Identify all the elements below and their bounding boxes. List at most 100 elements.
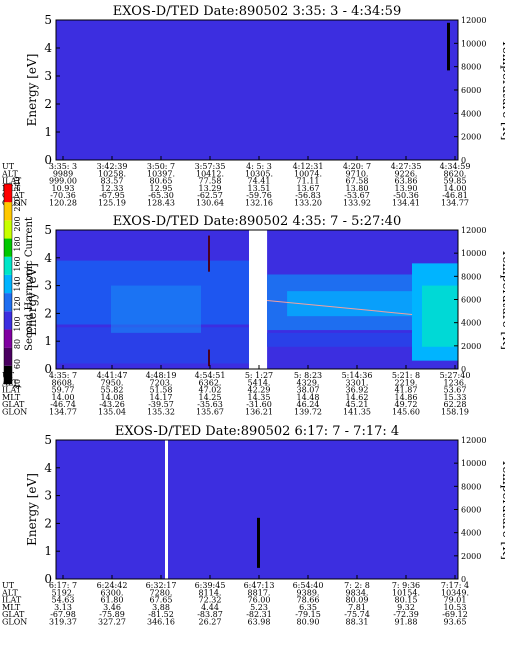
row-label: GLON — [2, 199, 27, 208]
table-cell: 74.41 — [248, 177, 271, 186]
table-cell: -67.98 — [50, 610, 76, 619]
row-label: ALT — [1, 588, 18, 597]
table-cell: 80.09 — [346, 596, 369, 605]
table-cell: -81.52 — [148, 610, 174, 619]
table-cell: 4:20: 7 — [343, 162, 371, 171]
table-cell: 13.67 — [297, 184, 320, 193]
table-cell: -50.36 — [393, 191, 419, 200]
y-tick-label: 0 — [44, 362, 52, 376]
table-cell: 134.41 — [392, 199, 420, 208]
table-cell: 141.35 — [343, 408, 371, 417]
table-cell: 14.35 — [248, 393, 271, 402]
bright-band — [422, 285, 458, 347]
table-cell: 12.33 — [101, 184, 124, 193]
colorbar-label: Second Harmonic Current — [24, 217, 35, 351]
colorbar-tick-label: 180 — [13, 236, 22, 251]
y2-axis-label: Temperature [K] — [500, 40, 505, 141]
colorbar-tick-label: 240 — [13, 176, 22, 191]
colorbar-segment — [4, 274, 12, 294]
table-cell: 78.66 — [297, 596, 320, 605]
y-tick-label: 1 — [44, 125, 52, 139]
table-cell: -31.60 — [246, 400, 272, 409]
table-cell: 4:54:51 — [195, 371, 226, 380]
colorbar-segment — [4, 329, 12, 348]
colorbar-segment — [4, 365, 12, 384]
row-label: MLT — [2, 393, 21, 402]
table-cell: 3:50: 7 — [147, 162, 175, 171]
table-cell: 4:35: 7 — [49, 371, 77, 380]
table-cell: 6:39:45 — [195, 581, 226, 590]
table-cell: 3:42:39 — [97, 162, 128, 171]
y-tick-label: 2 — [44, 97, 52, 111]
table-cell: 7203. — [150, 378, 173, 387]
table-cell: 8817. — [248, 588, 271, 597]
table-cell: 5.23 — [250, 603, 268, 612]
dark-streak — [208, 349, 210, 367]
table-cell: 346.16 — [147, 618, 175, 627]
orbit-table: UT 3:35: 3 3:42:39 3:50: 7 3:57:35 4: 5: 3 4:1… — [1, 162, 470, 208]
table-cell: 4:12:31 — [293, 162, 324, 171]
y-tick-label: 0 — [44, 572, 52, 586]
table-cell: -43.26 — [99, 400, 125, 409]
table-cell: 6:17: 7 — [49, 581, 77, 590]
y2-axis-label: Temperature [K] — [500, 459, 505, 560]
table-cell: 6:24:42 — [97, 581, 128, 590]
colorbar-tick-label: 60 — [13, 359, 22, 369]
table-cell: 80.15 — [395, 596, 418, 605]
table-cell: 14.17 — [150, 393, 173, 402]
row-label: GLAT — [2, 400, 25, 409]
table-cell: 14.48 — [297, 393, 320, 402]
table-cell: 36.92 — [346, 386, 369, 395]
colorbar-segment — [4, 256, 12, 275]
table-cell: 2219. — [395, 378, 418, 387]
table-cell: 10349. — [441, 588, 469, 597]
plot-background — [56, 20, 458, 160]
table-cell: 5192. — [52, 588, 75, 597]
table-cell: -46.74 — [50, 400, 76, 409]
row-label: ILAT — [2, 177, 22, 186]
table-cell: 54.63 — [52, 596, 75, 605]
table-cell: 4:27:35 — [391, 162, 422, 171]
colorbar-frame — [3, 183, 13, 385]
chart-title: EXOS-D/TED Date:890502 6:17: 7 - 7:17: 4 — [115, 424, 399, 439]
colorbar-tick-label: 120 — [13, 296, 22, 311]
table-cell: 7.81 — [348, 603, 366, 612]
colorbar-tick-label: 220 — [13, 196, 22, 211]
colorbar-tick-label: 100 — [13, 316, 22, 331]
table-cell: 319.37 — [49, 618, 77, 627]
table-cell: 130.64 — [196, 199, 224, 208]
dark-streak — [208, 235, 210, 272]
orbit-table: UT 6:17: 7 6:24:42 6:32:17 6:39:45 6:47:13 6:5… — [1, 581, 469, 627]
y2-tick-label: 2000 — [461, 552, 481, 561]
table-cell: 14.62 — [346, 393, 369, 402]
row-label: UT — [2, 581, 15, 590]
colorbar-segment — [4, 347, 12, 366]
orbit-table: UT4:35: 74:41:474:48:194:54:515: 1:275: … — [1, 371, 470, 417]
table-cell: 3.46 — [103, 603, 121, 612]
y2-tick-label: 4000 — [461, 109, 481, 118]
table-cell: 6:47:13 — [244, 581, 275, 590]
table-cell: 128.43 — [147, 199, 175, 208]
table-cell: 14.25 — [199, 393, 222, 402]
table-cell: 6:54:40 — [293, 581, 324, 590]
table-cell: 14.00 — [444, 184, 467, 193]
table-cell: 9.32 — [397, 603, 415, 612]
table-cell: 139.72 — [294, 408, 322, 417]
spectrum-band — [287, 291, 418, 317]
temperature-line — [267, 299, 413, 315]
table-cell: 47.02 — [199, 386, 222, 395]
table-cell: 10412. — [196, 169, 224, 178]
row-label: UT — [2, 162, 15, 171]
table-cell: 63.86 — [395, 177, 418, 186]
table-cell: -35.63 — [197, 400, 223, 409]
chart-panel-3: EXOS-D/TED Date:890502 6:17: 7 - 7:17: 4… — [1, 424, 505, 627]
table-cell: 83.57 — [101, 177, 124, 186]
colorbar-segment — [4, 238, 12, 257]
row-label: GLAT — [2, 610, 25, 619]
table-cell: -75.74 — [344, 610, 370, 619]
y-tick-label: 5 — [44, 223, 52, 237]
colorbar-segment — [4, 220, 12, 239]
table-cell: 42.29 — [248, 386, 271, 395]
table-cell: 79.01 — [444, 596, 467, 605]
